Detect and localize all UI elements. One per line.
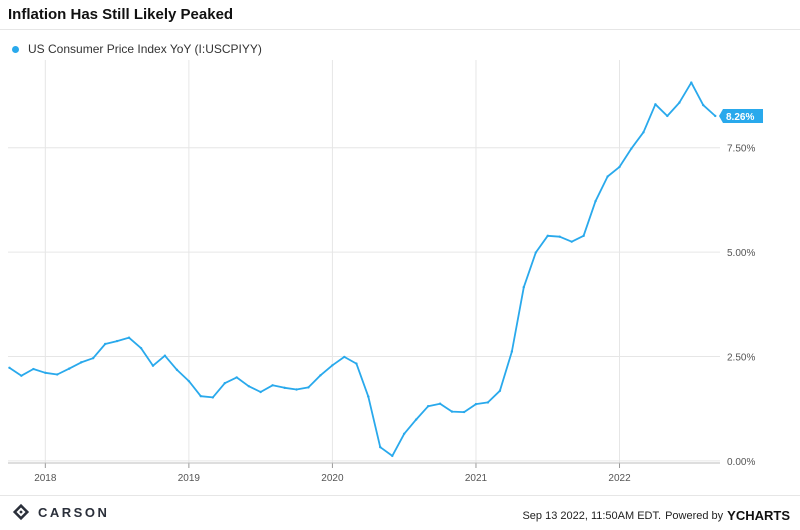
data-point [402,432,406,435]
data-point [235,376,238,379]
x-tick-label: 2021 [465,473,488,484]
y-tick-label: 0.00% [727,457,755,468]
data-point [44,371,47,374]
data-point [343,355,346,359]
data-point [666,114,669,118]
x-tick-label: 2019 [178,473,201,484]
data-point [259,390,262,394]
data-point [654,103,657,106]
data-point [426,405,430,408]
data-point [8,366,11,369]
data-point [379,445,382,449]
data-point [139,346,143,350]
value-label-layer: 8.26% [719,108,763,123]
data-point [486,401,490,404]
footer-attribution: Sep 13 2022, 11:50AM EDT. Powered by YCH… [522,508,790,523]
data-point [498,389,502,392]
data-point [522,285,525,289]
data-point [127,336,131,339]
data-point [534,251,538,254]
data-point [103,342,107,346]
x-tick-label: 2018 [34,473,57,484]
data-point [630,147,633,150]
data-point [450,410,454,413]
axes: 0.00% 2.50% 5.00% 7.50% 2018 2019 2020 2021 2022 [8,144,755,484]
data-point [295,388,298,391]
data-point [558,235,561,238]
carson-logo: CARSON [12,503,109,521]
data-point [367,395,370,398]
data-point [474,402,478,406]
legend-label: US Consumer Price Index YoY (I:USCPIYY) [28,42,262,56]
data-point [618,165,621,169]
series-layer [8,81,717,458]
data-point [91,356,95,360]
data-point [56,373,59,376]
data-point [175,368,179,372]
data-point [642,131,645,134]
data-point [438,402,442,405]
data-point [678,101,681,104]
data-point [211,396,215,399]
data-point [247,384,250,388]
timestamp: Sep 13 2022, 11:50AM EDT. [522,509,662,522]
data-point [355,362,358,365]
data-point [187,379,191,383]
ycharts-logo[interactable]: YCHARTS [727,508,790,523]
data-point [606,175,609,178]
powered-by-text: Powered by [665,509,724,522]
series-line [8,81,716,457]
data-point [510,350,514,353]
data-point [223,382,226,385]
data-point [115,339,119,343]
data-point [271,384,274,387]
data-point [690,81,693,84]
data-point [331,364,334,367]
grid-lines [8,60,720,463]
data-point [570,240,573,243]
y-tick-label: 5.00% [727,248,755,259]
data-point [702,103,705,107]
data-point [199,394,202,398]
data-point [714,114,717,118]
data-point [462,410,466,414]
data-point [546,234,549,238]
data-point [68,367,71,370]
data-point [414,418,418,421]
last-value-flag [719,108,763,123]
data-point [283,386,286,390]
footer-divider [0,495,800,496]
data-point [594,199,597,203]
logo-text: CARSON [38,504,110,520]
line-chart[interactable]: 0.00% 2.50% 5.00% 7.50% 2018 2019 2020 2021 2022… [0,0,800,495]
chart-legend[interactable]: US Consumer Price Index YoY (I:USCPIYY) [12,42,262,56]
data-point [319,374,322,377]
y-tick-label: 7.50% [727,144,755,155]
legend-marker [12,45,19,53]
data-point [32,367,35,371]
data-point [307,386,310,389]
x-tick-label: 2020 [321,473,344,484]
carson-logo-icon [12,503,30,521]
last-value-label: 8.26% [726,112,754,123]
data-point [163,354,167,357]
x-tick-label: 2022 [608,473,631,484]
data-point [391,454,394,458]
title-divider [0,29,800,30]
data-point [582,234,585,238]
data-point [151,364,155,367]
chart-title: Inflation Has Still Likely Peaked [8,6,234,23]
data-point [80,361,83,364]
y-tick-label: 2.50% [727,353,755,364]
data-point [20,374,23,377]
